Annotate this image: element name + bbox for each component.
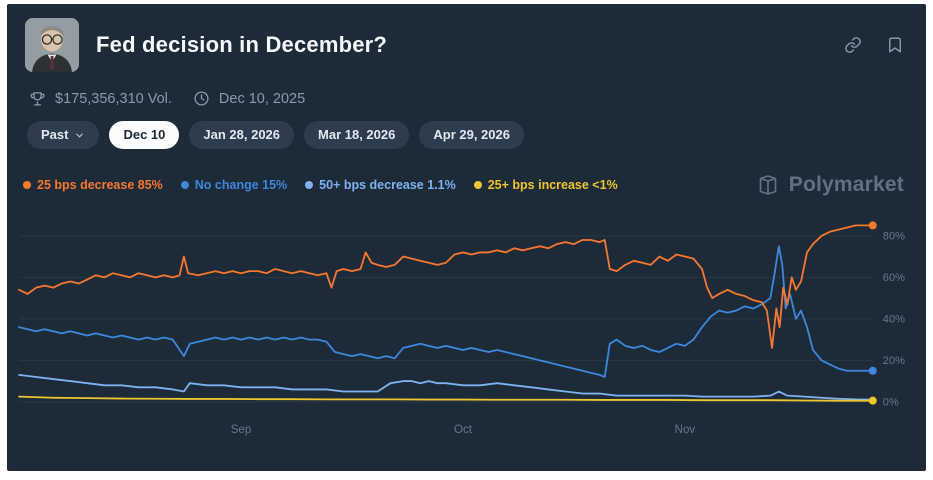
svg-text:0%: 0% <box>883 397 899 409</box>
legend-label: 25+ bps increase <1% <box>487 178 618 193</box>
svg-text:80%: 80% <box>883 231 905 243</box>
svg-text:Nov: Nov <box>675 424 696 436</box>
svg-text:Sep: Sep <box>231 424 252 436</box>
legend-item[interactable]: 25+ bps increase <1% <box>473 178 618 193</box>
polymarket-logo-icon <box>759 175 777 196</box>
price-chart-svg[interactable]: 0% 20% 40% 60% 80% Sep Oct Nov <box>13 201 922 438</box>
meeting-tabs: Past Dec 10 Jan 28, 2026 Mar 18, 2026 Ap… <box>7 107 926 150</box>
legend-label: 25 bps decrease 85% <box>37 178 163 193</box>
avatar-portrait <box>25 18 79 72</box>
end-date-text: Dec 10, 2025 <box>218 90 306 107</box>
header-actions <box>844 36 904 54</box>
share-link-icon[interactable] <box>844 36 862 54</box>
legend-dot-icon <box>23 181 31 190</box>
tab-mar-18-2026[interactable]: Mar 18, 2026 <box>304 121 410 150</box>
legend-item[interactable]: 25 bps decrease 85% <box>23 178 163 192</box>
svg-text:20%: 20% <box>883 355 905 367</box>
chevron-down-icon <box>76 133 84 138</box>
svg-text:40%: 40% <box>883 314 905 326</box>
past-dropdown[interactable]: Past <box>27 121 100 150</box>
svg-text:Oct: Oct <box>454 424 473 436</box>
market-page: Fed decision in December? <box>7 4 926 471</box>
legend-label: No change 15% <box>194 178 288 193</box>
polymarket-watermark: Polymarket <box>756 173 904 197</box>
market-stats: $175,356,310 Vol. Dec 10, 2025 <box>7 72 926 107</box>
volume-text: $175,356,310 Vol. <box>55 90 172 107</box>
price-chart[interactable]: 0% 20% 40% 60% 80% Sep Oct Nov <box>7 197 926 438</box>
legend-row: 25 bps decrease 85% No change 15% 50+ bps … <box>7 149 926 197</box>
clock-icon <box>193 90 210 107</box>
tab-apr-29-2026[interactable]: Apr 29, 2026 <box>419 121 524 150</box>
tab-dec-10[interactable]: Dec 10 <box>109 121 180 150</box>
market-header: Fed decision in December? <box>7 4 926 72</box>
bookmark-icon[interactable] <box>886 36 904 54</box>
polymarket-wordmark: Polymarket <box>788 173 904 197</box>
legend-item[interactable]: 50+ bps decrease 1.1% <box>305 178 456 192</box>
page-title: Fed decision in December? <box>96 32 388 57</box>
legend-item[interactable]: No change 15% <box>180 178 288 193</box>
legend-label: 50+ bps decrease 1.1% <box>319 178 456 193</box>
tab-jan-28-2026[interactable]: Jan 28, 2026 <box>189 121 295 150</box>
legend-dot-icon <box>180 181 189 190</box>
market-avatar <box>25 18 79 72</box>
svg-text:60%: 60% <box>883 272 905 284</box>
legend-dot-icon <box>305 181 314 190</box>
trophy-icon <box>29 90 46 107</box>
chart-legend: 25 bps decrease 85% No change 15% 50+ bps … <box>23 178 618 192</box>
legend-dot-icon <box>473 181 482 190</box>
past-dropdown-label: Past <box>41 127 69 142</box>
